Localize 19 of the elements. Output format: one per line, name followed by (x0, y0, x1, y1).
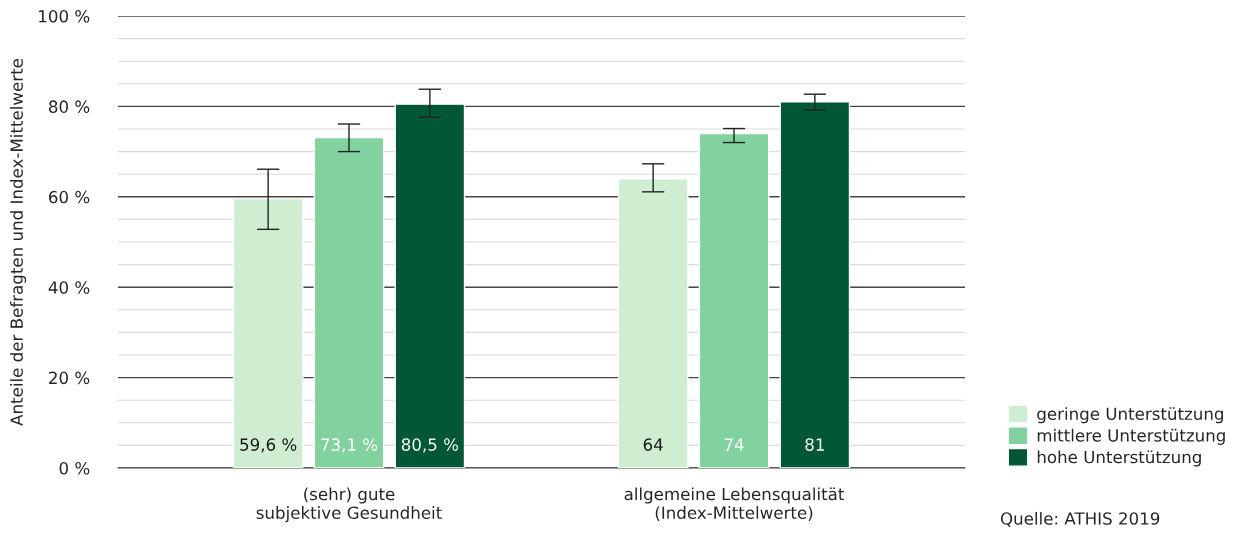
x-tick-label: (sehr) gute subjektive Gesundheit (256, 487, 442, 523)
data-label: 74 (724, 438, 744, 451)
data-label: 64 (643, 438, 663, 451)
legend-label: hohe Unterstützung (1037, 450, 1201, 467)
y-tick-label: 80 % (49, 100, 90, 113)
y-tick-label: 40 % (48, 281, 90, 294)
data-label: 73,1 % (321, 438, 378, 453)
legend-label: mittlere Unterstützung (1037, 428, 1225, 445)
legend-label: geringe Unterstützung (1037, 407, 1223, 424)
y-tick-label: 60 % (49, 190, 90, 204)
source-note: Quelle: ATHIS 2019 (1000, 511, 1160, 527)
y-tick-label: 0 % (59, 461, 90, 475)
y-axis-title: Anteile der Befragten und Index-Mittelwerte (10, 58, 27, 426)
x-tick-label: allgemeine Lebensqualität (Index-Mittelwerte) (624, 487, 844, 521)
y-tick-label: 20 % (49, 371, 90, 385)
data-label: 80,5 % (401, 438, 459, 453)
data-label: 59,6 % (240, 438, 297, 453)
data-label: 81 (805, 438, 824, 451)
y-tick-label: 100 % (39, 9, 90, 23)
